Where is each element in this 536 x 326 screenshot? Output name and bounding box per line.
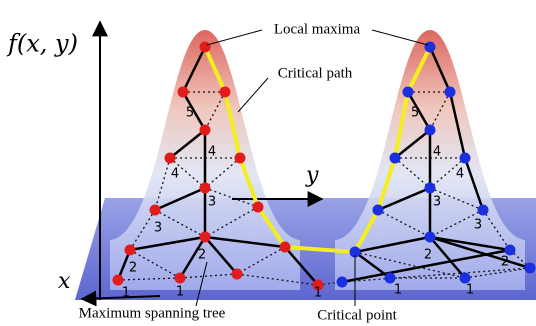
node xyxy=(337,277,348,288)
node xyxy=(460,153,471,164)
node xyxy=(150,205,161,216)
node xyxy=(200,232,211,243)
edge-label: 4 xyxy=(208,145,216,160)
node xyxy=(390,153,401,164)
node xyxy=(232,269,243,280)
y-label: y xyxy=(305,163,319,188)
edge-label: 4 xyxy=(456,167,464,182)
node xyxy=(478,205,489,216)
annotation: Critical path xyxy=(278,65,353,81)
node xyxy=(445,87,456,98)
edge-label: 1 xyxy=(314,286,322,301)
edge-label: 2 xyxy=(501,255,509,270)
node xyxy=(425,42,436,53)
node xyxy=(425,183,436,194)
node xyxy=(403,87,414,98)
edge-label: 1 xyxy=(176,285,184,300)
edge-label: 2 xyxy=(424,248,432,263)
edge-label: 2 xyxy=(129,261,137,276)
annotation: Local maxima xyxy=(274,21,361,37)
node xyxy=(373,205,384,216)
figure: f(x, y) y x Local maxima Critical path M… xyxy=(0,0,536,326)
node xyxy=(175,273,186,284)
node xyxy=(425,232,436,243)
edge-label: 5 xyxy=(186,106,194,121)
edge-label: 5 xyxy=(411,106,419,121)
node xyxy=(235,153,246,164)
edge-label: 3 xyxy=(474,218,482,233)
node xyxy=(125,245,136,256)
edge-label: 1 xyxy=(394,283,402,298)
node xyxy=(253,202,264,213)
annotation: Maximum spanning tree xyxy=(79,305,226,321)
edge-label: 1 xyxy=(466,283,474,298)
x-label: x xyxy=(58,269,71,294)
edge-label: 1 xyxy=(122,286,130,301)
pointer xyxy=(238,78,268,112)
node xyxy=(525,263,536,274)
edge-label: 2 xyxy=(198,248,206,263)
edge-label: 3 xyxy=(433,195,441,210)
node xyxy=(280,242,291,253)
node xyxy=(425,125,436,136)
node xyxy=(165,153,176,164)
annotation: Critical point xyxy=(317,307,397,323)
node xyxy=(113,275,124,286)
edge-label: 3 xyxy=(208,195,216,210)
f-label: f(x, y) xyxy=(6,30,78,58)
edge-label: 4 xyxy=(433,145,441,160)
node xyxy=(200,183,211,194)
node xyxy=(178,87,189,98)
node xyxy=(200,125,211,136)
edge-label: 3 xyxy=(154,221,162,236)
edge-label: 4 xyxy=(171,167,179,182)
node xyxy=(220,87,231,98)
node xyxy=(200,42,211,53)
